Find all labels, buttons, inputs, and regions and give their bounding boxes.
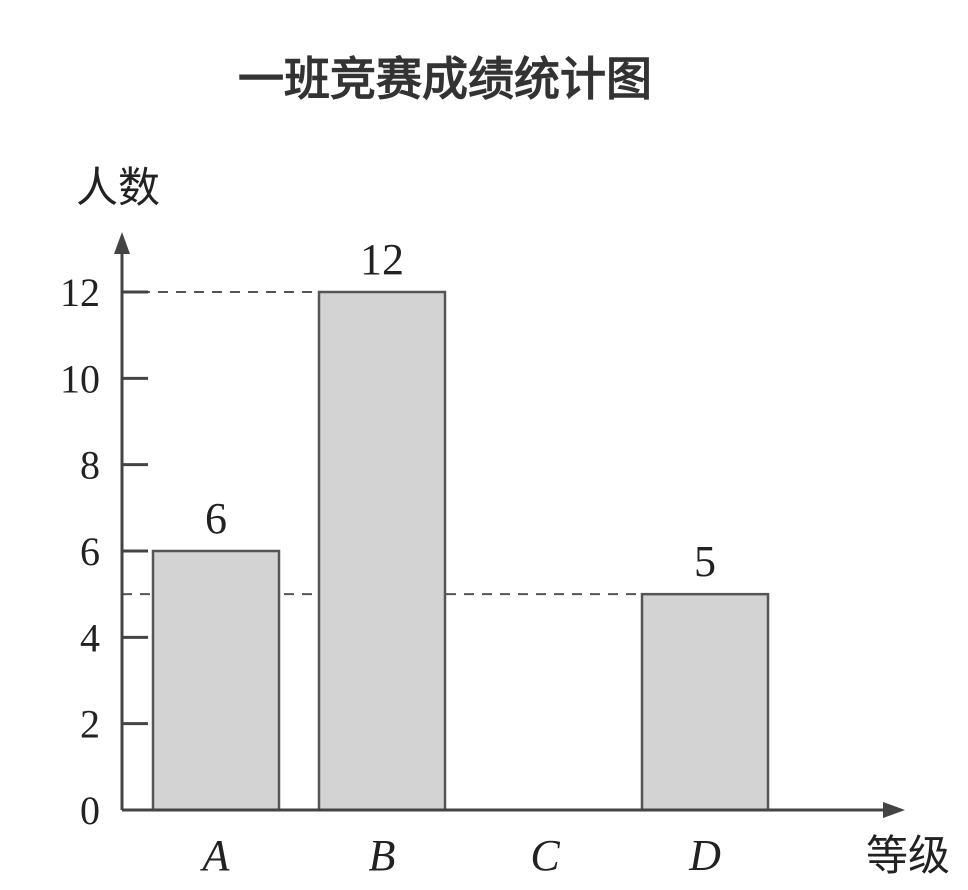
y-tick-label-10: 10 [60, 356, 100, 401]
y-axis-arrow [114, 232, 130, 254]
y-tick-label-6: 6 [80, 529, 100, 574]
y-tick-label-4: 4 [80, 615, 100, 660]
data-label-A: 6 [205, 494, 227, 543]
x-tick-label-B: B [369, 831, 396, 880]
x-tick-label-C: C [530, 831, 560, 880]
y-tick-label-0: 0 [80, 788, 100, 833]
data-label-B: 12 [360, 235, 404, 284]
y-tick-label-2: 2 [80, 702, 100, 747]
chart-title: 一班竞赛成绩统计图 [238, 52, 652, 106]
x-tick-label-A: A [200, 831, 231, 880]
x-tick-label-D: D [688, 831, 721, 880]
y-tick-label-8: 8 [80, 443, 100, 488]
bar-D [640, 592, 770, 812]
x-axis-label: 等级 [866, 831, 950, 880]
x-axis-arrow [883, 802, 905, 818]
y-tick-label-12: 12 [60, 270, 100, 315]
bar-B [317, 290, 447, 812]
data-label-D: 5 [694, 537, 716, 586]
y-axis-label: 人数 [76, 163, 160, 212]
bar-A [151, 549, 281, 812]
